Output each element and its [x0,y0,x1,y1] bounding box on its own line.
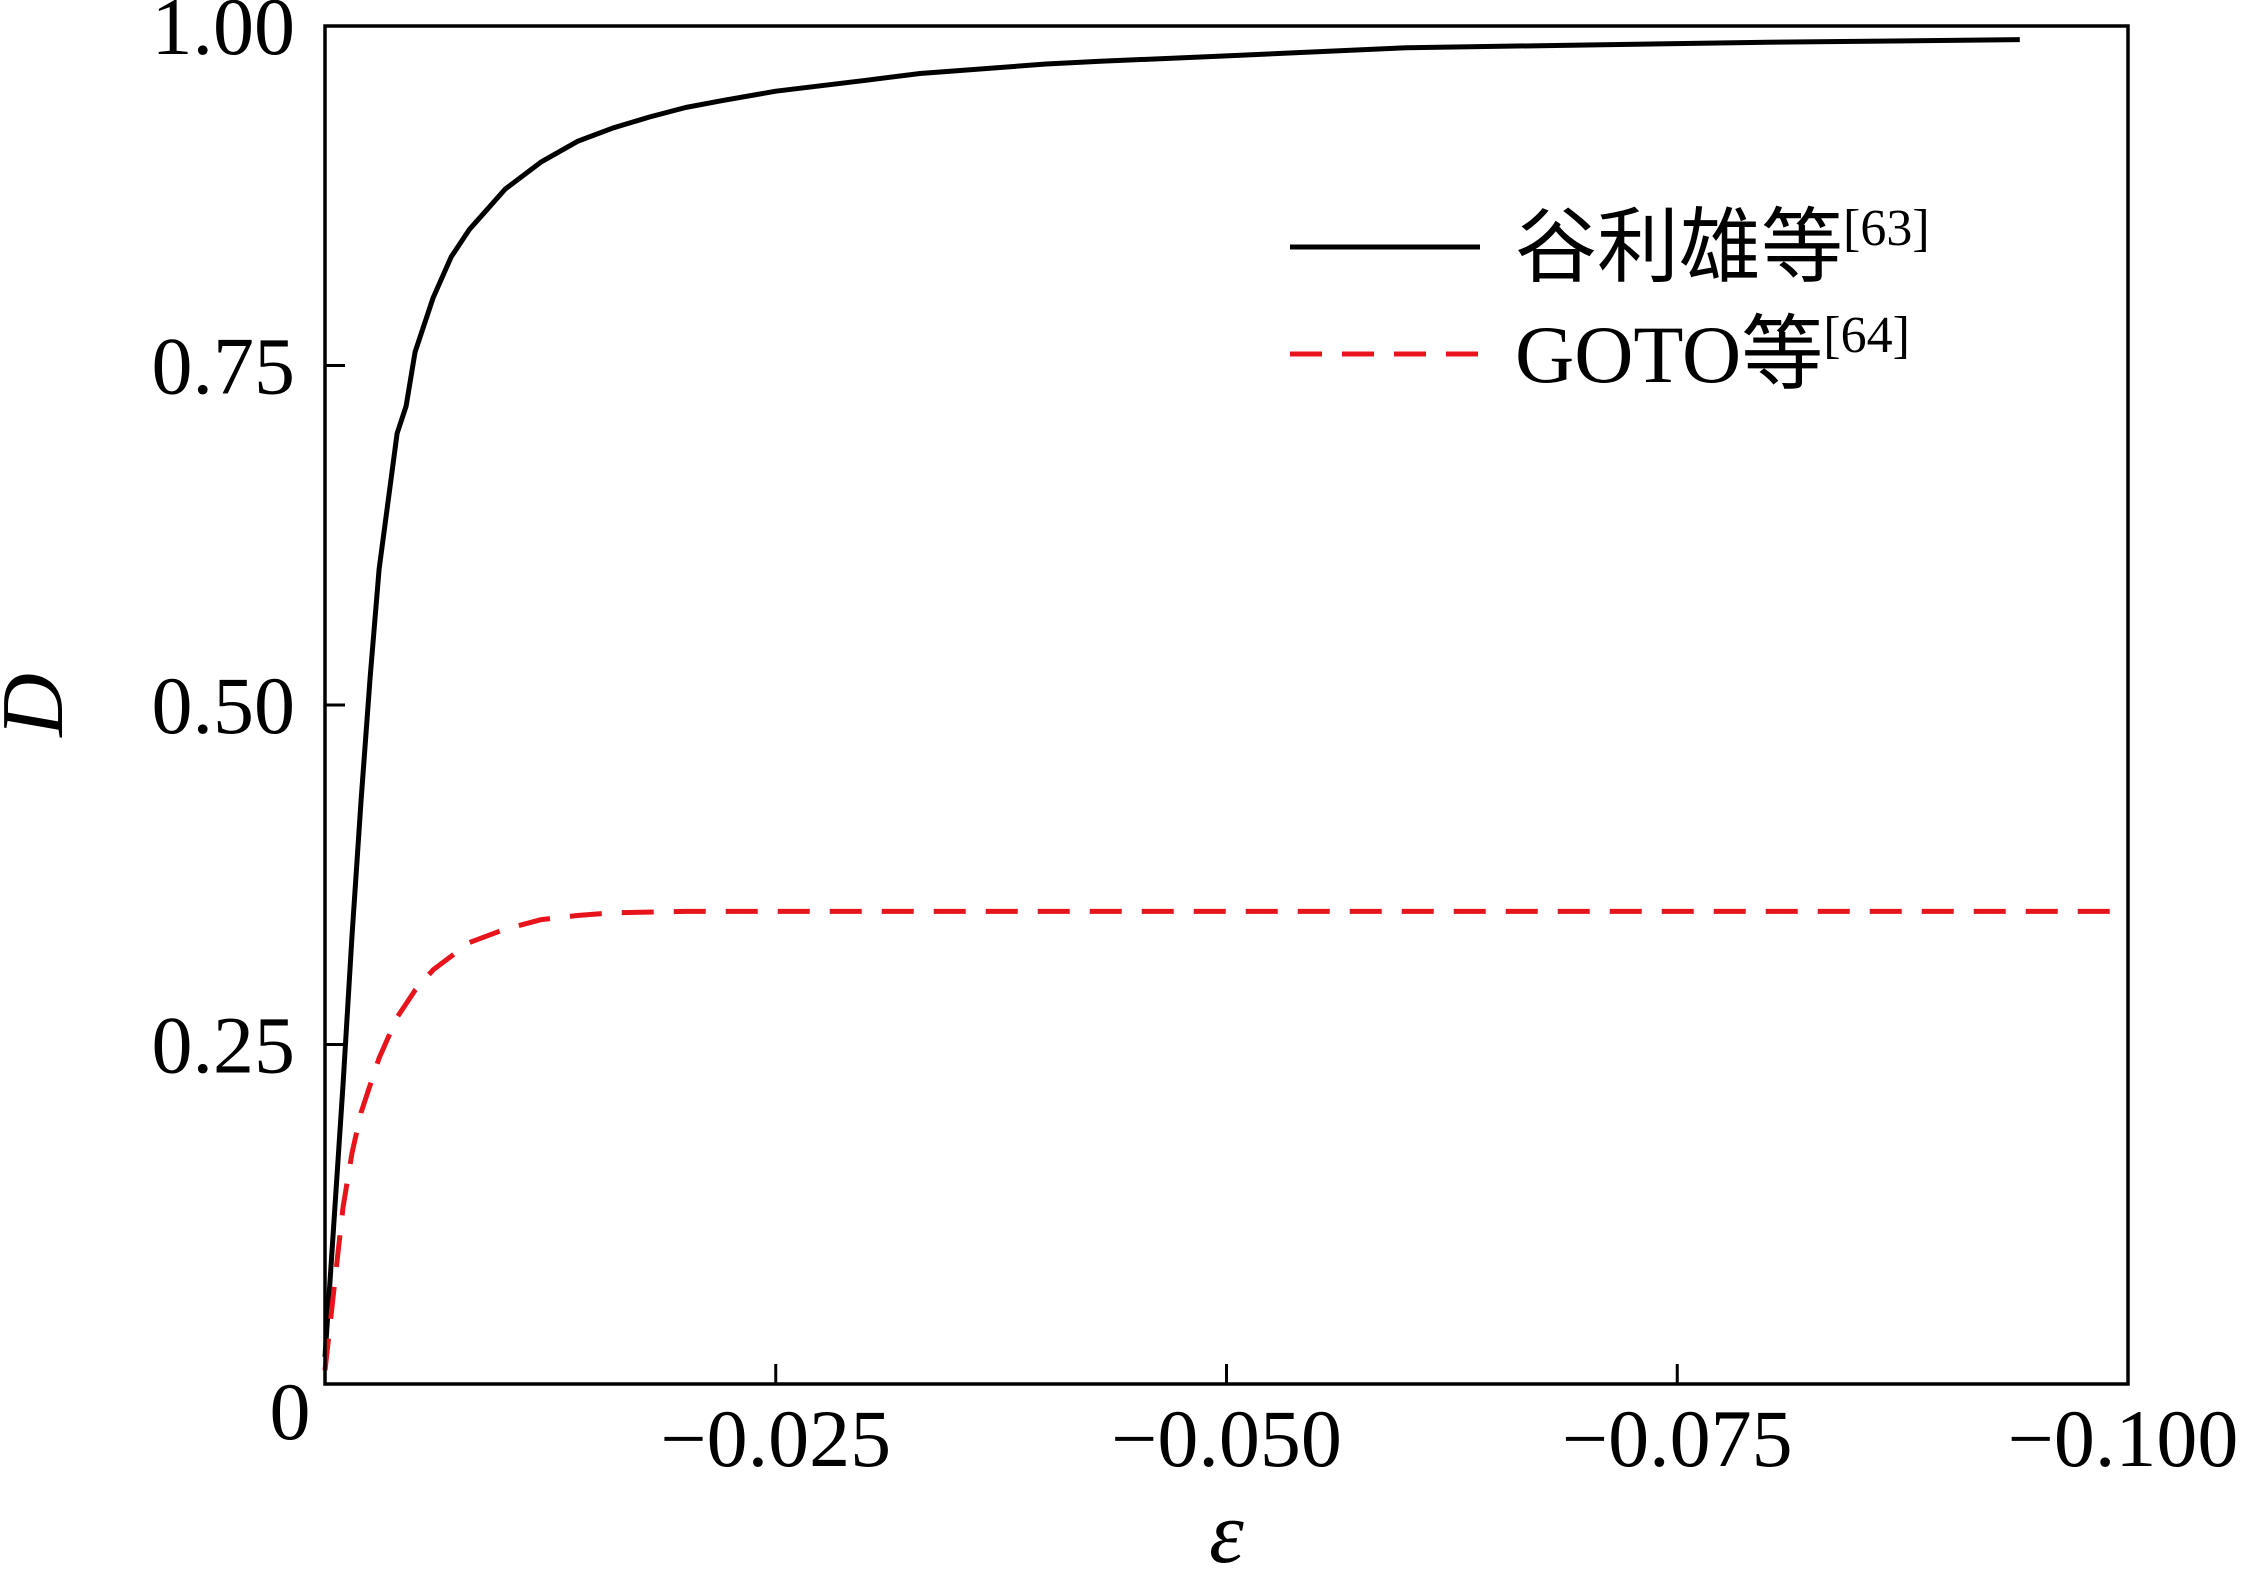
x-tick-label-3: −0.050 [1111,1393,1342,1484]
legend-entry-series-2: GOTO等[64] [1515,307,1910,400]
y-tick-label-2: 0.50 [152,660,296,751]
x-tick-label-1: 0 [270,1366,311,1457]
legend-ref-series-1: [63] [1843,200,1930,257]
legend-ref-series-2: [64] [1823,307,1910,364]
ticks-layer [325,24,2130,1384]
x-tick-label-4: −0.075 [1562,1393,1793,1484]
series-line-1 [322,37,2020,1357]
y-tick-label-3: 0.75 [152,321,296,412]
y-tick-label-1: 0.25 [152,1000,296,1091]
legend-entry-series-1: 谷利雄等[63] [1515,200,1930,293]
legend: 谷利雄等[63] GOTO等[64] [1290,200,1930,400]
series-layer [322,37,2128,1371]
y-tick-label-4: 1.00 [152,0,296,72]
x-tick-label-5: −0.100 [2008,1393,2239,1484]
x-tick-label-2: −0.025 [660,1393,891,1484]
tick-labels-layer: 0 −0.025 −0.050 −0.075 −0.100 0.25 0.50 0.75 1.0… [152,0,2239,1484]
legend-label-series-2: GOTO等 [1515,309,1823,400]
y-axis-title: D [0,673,82,738]
x-axis-title: ε [1209,1485,1244,1578]
series-line-2 [322,908,2128,1371]
legend-label-series-1: 谷利雄等 [1515,202,1843,293]
